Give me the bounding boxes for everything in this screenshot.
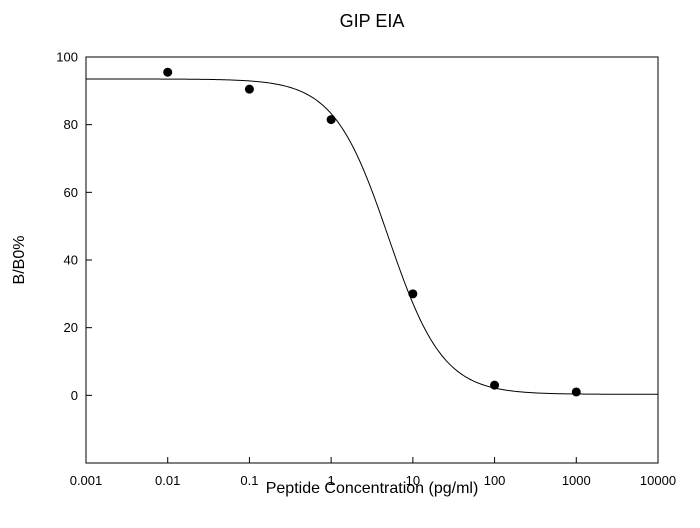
x-tick-label: 1 — [328, 473, 335, 488]
data-point — [163, 67, 173, 77]
y-tick-label: 100 — [56, 50, 78, 65]
y-axis-ticks: 0 20 40 60 80 100 — [56, 50, 92, 403]
x-tick-label: 0.01 — [155, 473, 180, 488]
y-tick-label: 0 — [71, 388, 78, 403]
x-axis-label: Peptide Concentration (pg/ml) — [266, 480, 479, 497]
fit-curve — [86, 78, 658, 395]
y-tick-label: 40 — [64, 253, 78, 268]
y-tick-label: 60 — [64, 185, 78, 200]
x-axis-ticks: 0.001 0.01 0.1 1 10 100 1000 10000 — [70, 457, 676, 488]
y-tick-label: 80 — [64, 117, 78, 132]
x-tick-label: 0.1 — [240, 473, 258, 488]
y-tick-label: 20 — [64, 320, 78, 335]
data-point — [408, 289, 418, 299]
x-tick-label: 100 — [484, 473, 506, 488]
plot-frame — [85, 56, 659, 464]
data-point — [244, 84, 254, 94]
data-point — [571, 387, 581, 397]
data-points-layer — [163, 67, 581, 397]
fit-curve-layer — [86, 78, 658, 395]
data-point — [326, 115, 336, 125]
x-tick-label: 10 — [406, 473, 420, 488]
x-tick-label: 10000 — [640, 473, 676, 488]
x-tick-label: 0.001 — [70, 473, 103, 488]
chart-title: GIP EIA — [340, 11, 405, 31]
x-tick-label: 1000 — [562, 473, 591, 488]
y-axis-label: B/B0% — [11, 236, 28, 285]
data-point — [490, 380, 500, 390]
